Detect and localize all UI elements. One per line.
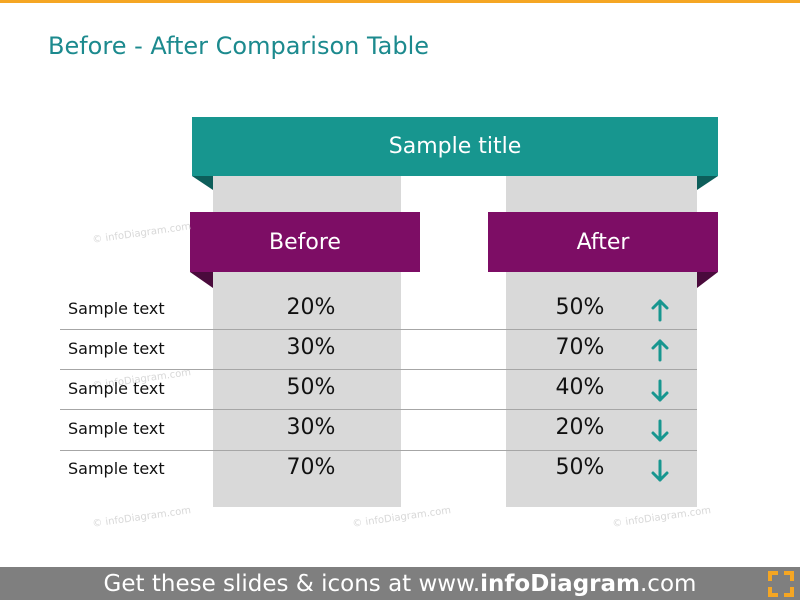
fold bbox=[192, 176, 213, 190]
after-value: 40% bbox=[555, 375, 605, 400]
top-line bbox=[0, 0, 800, 3]
arrow-down bbox=[651, 459, 669, 482]
row-label: Sample text bbox=[68, 379, 165, 398]
arrow-up bbox=[651, 339, 669, 362]
after-value: 50% bbox=[555, 295, 605, 320]
before-value: 30% bbox=[286, 335, 336, 360]
footer-text: Get these slides & icons at www. bbox=[103, 570, 481, 597]
row-label: Sample text bbox=[68, 299, 165, 318]
fold bbox=[190, 272, 213, 288]
before-value: 20% bbox=[286, 295, 336, 320]
before-value: 50% bbox=[286, 375, 336, 400]
arrow-down bbox=[651, 419, 669, 442]
table-title: Sample title bbox=[192, 117, 718, 176]
after-value: 70% bbox=[555, 335, 605, 360]
slide-title: Before - After Comparison Table bbox=[48, 32, 430, 60]
column-header: After bbox=[488, 212, 718, 272]
fold bbox=[697, 176, 718, 190]
row-separator bbox=[60, 369, 697, 370]
after-value: 20% bbox=[555, 415, 605, 440]
row-label: Sample text bbox=[68, 419, 165, 438]
column-header: Before bbox=[190, 212, 420, 272]
row-separator bbox=[60, 409, 697, 410]
arrow-down bbox=[651, 379, 669, 402]
before-value: 30% bbox=[286, 415, 336, 440]
row-separator bbox=[60, 450, 697, 451]
footer: Get these slides & icons at www. infoDiag… bbox=[0, 567, 800, 600]
after-value: 50% bbox=[555, 455, 605, 480]
before-value: 70% bbox=[286, 455, 336, 480]
footer-brand: infoDiagram bbox=[480, 570, 640, 597]
arrow-up bbox=[651, 299, 669, 322]
footer-text: .com bbox=[640, 570, 697, 597]
row-label: Sample text bbox=[68, 459, 165, 478]
row-separator bbox=[60, 329, 697, 330]
row-label: Sample text bbox=[68, 339, 165, 358]
fold bbox=[697, 272, 718, 288]
logo bbox=[768, 571, 794, 597]
